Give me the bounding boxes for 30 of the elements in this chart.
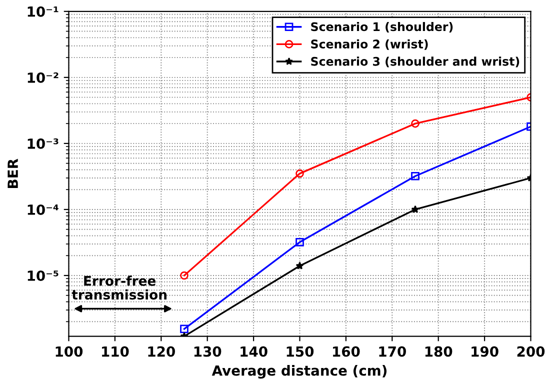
y-tick-label: 10⁻² (28, 72, 58, 83)
point (180, 324, 188, 334)
x-axis-title: Average distance (cm) (212, 365, 387, 379)
y-tick-label: 10⁻¹ (28, 6, 58, 17)
point (296, 262, 304, 270)
point (296, 169, 304, 178)
point (411, 172, 420, 180)
point (180, 271, 188, 280)
x-tick-label: 110 (102, 346, 129, 357)
x-tick-label: 170 (379, 346, 406, 357)
point (296, 238, 304, 246)
legend-label: Scenario 1 (shoulder) (311, 22, 453, 33)
x-tick-label: 190 (472, 346, 498, 357)
legend-label: Scenario 2 (wrist) (311, 39, 428, 50)
y-tick-label: 10⁻⁵ (28, 270, 58, 281)
x-tick-label: 100 (56, 346, 83, 357)
x-tick-label: 150 (286, 346, 314, 357)
x-tick-label: 130 (194, 346, 222, 357)
y-axis-title: BER (8, 158, 18, 188)
point (411, 205, 420, 213)
x-tick-label: 120 (148, 346, 175, 357)
x-tick-label: 140 (240, 346, 268, 357)
legend-label: Scenario 3 (shoulder and wrist) (311, 56, 520, 68)
x-tick-label: 200 (517, 346, 545, 357)
point (411, 119, 420, 128)
x-tick-label: 160 (333, 346, 360, 357)
annotation: Error-free transmission (72, 276, 166, 300)
x-tick-label: 180 (425, 346, 452, 357)
y-tick-label: 10⁻⁴ (28, 204, 58, 215)
y-tick-label: 10⁻³ (28, 138, 58, 149)
